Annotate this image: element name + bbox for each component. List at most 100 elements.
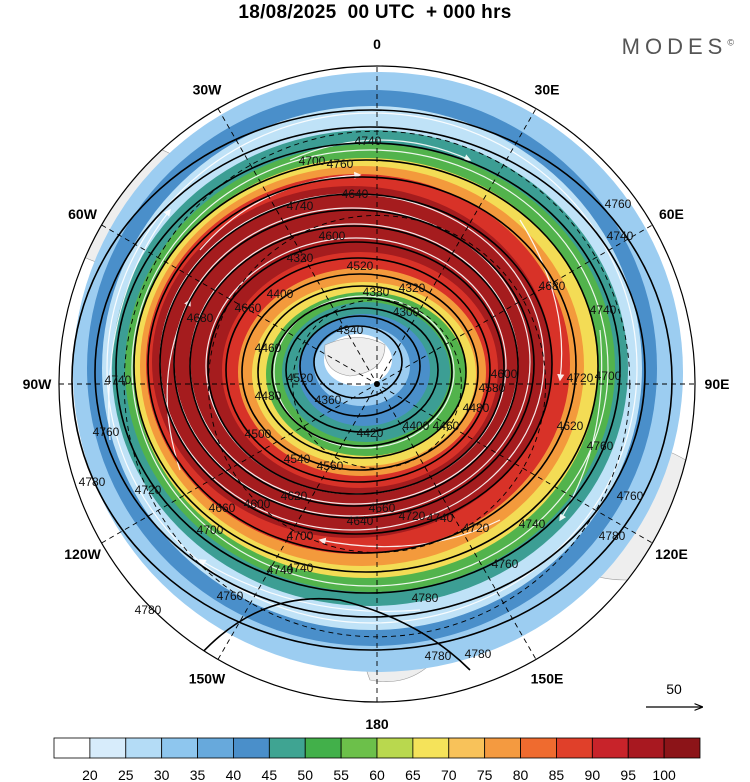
longitude-label: 0 (373, 36, 381, 52)
contour-label: 4740 (427, 511, 454, 525)
colorbar-swatch (125, 737, 163, 759)
colorbar-label: 100 (652, 767, 676, 782)
contour-label: 4580 (479, 381, 506, 395)
copyright-mark: © (727, 37, 734, 48)
contour-label: 4760 (93, 425, 120, 439)
colorbar-swatch (556, 737, 593, 759)
contour-label: 4340 (337, 323, 364, 337)
longitude-label: 30E (535, 82, 560, 98)
longitude-label: 150E (531, 670, 564, 686)
contour-label: 4760 (617, 489, 644, 503)
colorbar-label: 75 (477, 767, 493, 782)
contour-label: 4520 (287, 371, 314, 385)
colorbar-swatch (376, 737, 414, 759)
longitude-label: 30W (193, 82, 223, 98)
height-contours (71, 79, 673, 671)
brand-logo: MODES© (622, 34, 734, 60)
contour-label: 4360 (315, 393, 342, 407)
colorbar-label: 65 (405, 767, 421, 782)
contour-label: 4400 (403, 419, 430, 433)
contour-label: 4720 (135, 483, 162, 497)
colorbar-label: 40 (226, 767, 242, 782)
contour-label: 4540 (284, 452, 311, 466)
map-border (58, 65, 696, 703)
contour-label: 4640 (347, 514, 374, 528)
contour-label: 4700 (287, 529, 314, 543)
contour-label: 4320 (287, 251, 314, 265)
longitude-label: 120E (655, 546, 688, 562)
latitude-circle (292, 299, 462, 469)
longitude-label: 120W (64, 546, 101, 562)
longitude-label: 60E (659, 206, 684, 222)
contour-label: 4700 (299, 154, 326, 168)
colorbar-swatch (268, 737, 306, 759)
colorbar-label: 60 (369, 767, 385, 782)
colorbar-swatch (197, 737, 234, 759)
contour-label: 4680 (539, 279, 566, 293)
colorbar-label: 45 (262, 767, 278, 782)
contour-label: 4520 (347, 259, 374, 273)
contour-label: 4760 (217, 589, 244, 603)
contour-label: 4780 (425, 649, 452, 663)
colorbar-swatch (340, 737, 378, 759)
contour-label: 4740 (355, 134, 382, 148)
colorbar-swatch (304, 737, 342, 759)
colorbar-swatch (484, 737, 521, 759)
longitude-label: 180 (365, 716, 389, 732)
land-arctic-island (324, 337, 386, 377)
contour-label: 4640 (342, 187, 369, 201)
colorbar-swatch (520, 737, 557, 759)
contour-label: 4700 (595, 369, 622, 383)
colorbar: 20 25 30 35 40 45 50 55 60 65 70 75 80 85 90 95 100 (53, 737, 701, 782)
contour-label: 4780 (412, 591, 439, 605)
contour-label: 4780 (135, 603, 162, 617)
colorbar-label: 25 (118, 767, 134, 782)
contour-label: 4720 (567, 371, 594, 385)
contour-label: 4460 (255, 341, 282, 355)
colorbar-swatch (161, 737, 198, 759)
contour-label: 4760 (327, 157, 354, 171)
longitude-label: 90E (705, 376, 730, 392)
contour-label: 4660 (369, 501, 396, 515)
longitude-label: 90W (23, 376, 53, 392)
north-pole (374, 381, 380, 387)
colorbar-label: 80 (513, 767, 529, 782)
contour-label: 4620 (557, 419, 584, 433)
contour-label: 4760 (492, 557, 519, 571)
contour-label: 4780 (79, 475, 106, 489)
colorbar-label: 55 (333, 767, 349, 782)
colorbar-swatch (663, 737, 701, 759)
reference-vector-label: 50 (666, 681, 682, 697)
contour-label: 4600 (491, 367, 518, 381)
contour-label: 4620 (281, 489, 308, 503)
contour-label: 4460 (433, 419, 460, 433)
colorbar-label: 20 (82, 767, 98, 782)
contour-label: 4680 (187, 311, 214, 325)
contour-label: 4660 (209, 501, 236, 515)
colorbar-swatch (89, 737, 127, 759)
longitude-labels: 0 30E 60E 90E 120E 150E 180 150W 120W 90W 60W 30W (23, 36, 730, 732)
longitude-label: 60W (68, 206, 98, 222)
contour-label: 4760 (587, 439, 614, 453)
colorbar-label: 95 (620, 767, 636, 782)
contour-label: 4740 (105, 373, 132, 387)
colorbar-swatch (448, 737, 486, 759)
contour-label: 4480 (463, 401, 490, 415)
colorbar-label: 90 (585, 767, 601, 782)
map-title: 18/08/2025 00 UTC + 000 hrs (238, 2, 512, 23)
colorbar-label: 85 (549, 767, 565, 782)
colorbar-swatch (53, 737, 91, 759)
contour-label: 4420 (357, 426, 384, 440)
contour-label: 4480 (255, 389, 282, 403)
contour-label: 4720 (399, 509, 426, 523)
contour-label: 4760 (605, 197, 632, 211)
colorbar-swatch (627, 737, 665, 759)
contour-label: 4400 (267, 287, 294, 301)
streamlines (106, 112, 638, 624)
colorbar-label: 70 (441, 767, 457, 782)
colorbar-swatch (233, 737, 270, 759)
contour-label: 4740 (267, 563, 294, 577)
contour-label: 4500 (245, 427, 272, 441)
colorbar-label: 30 (154, 767, 170, 782)
